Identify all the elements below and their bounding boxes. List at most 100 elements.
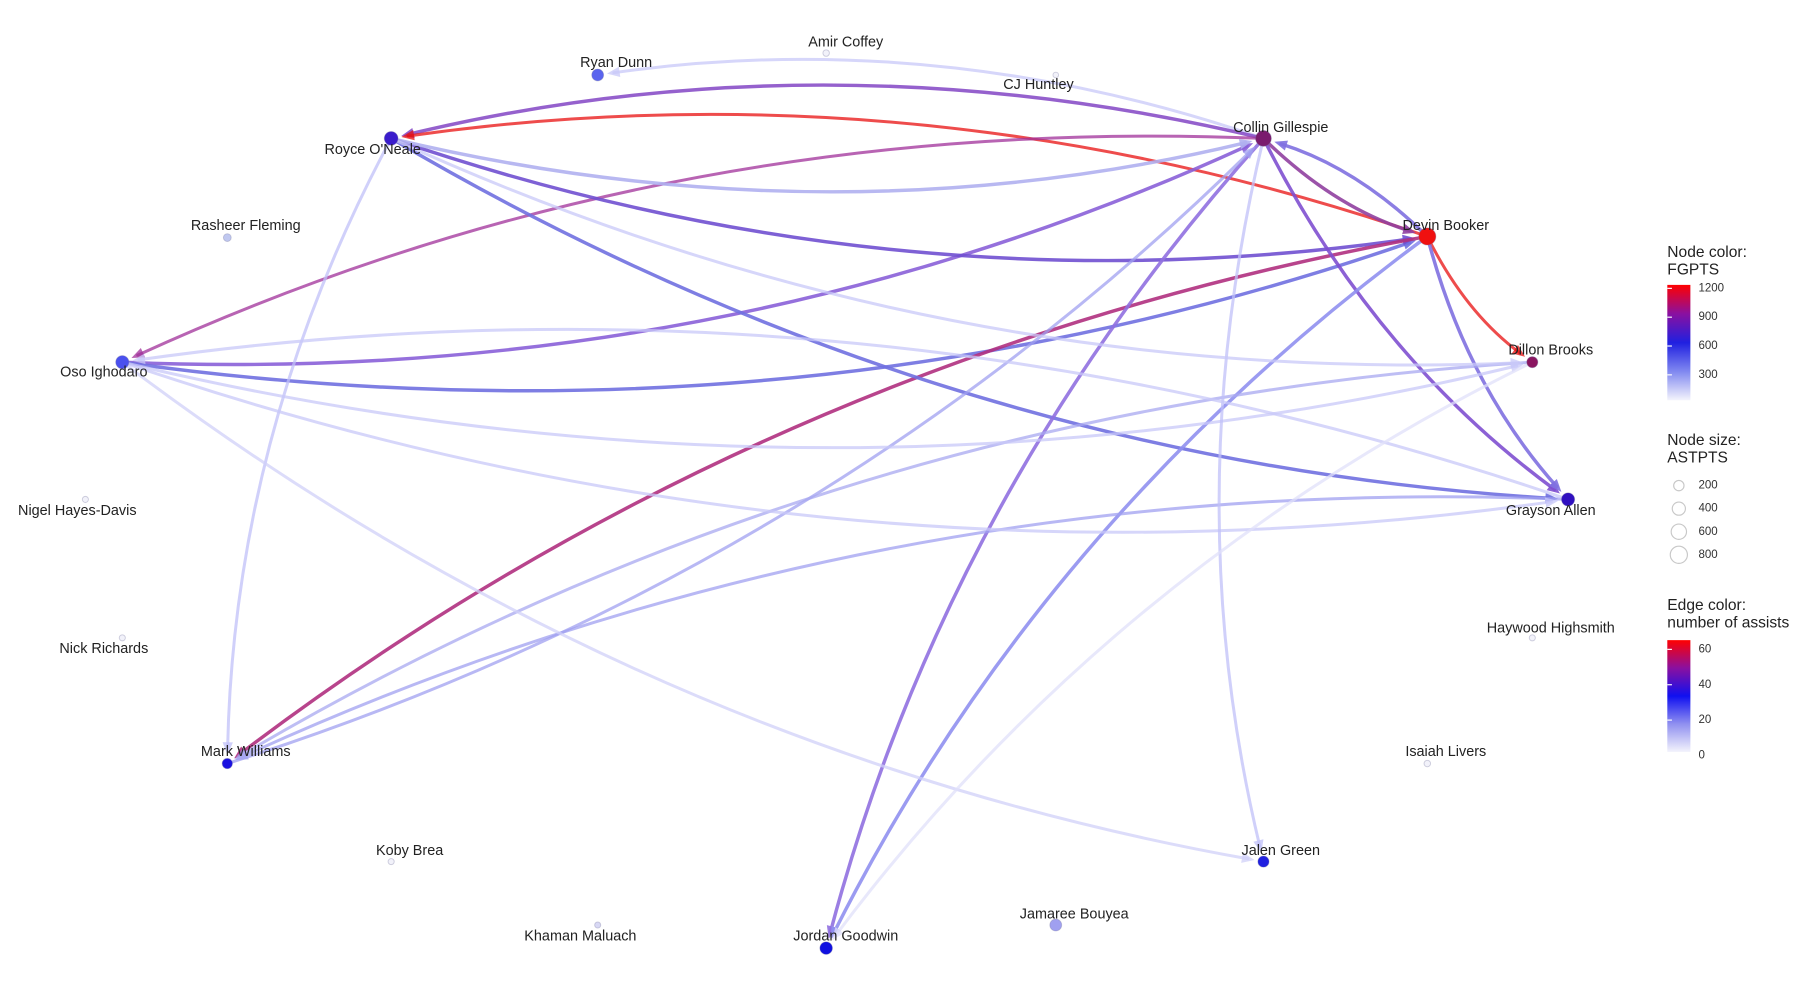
edge [120,144,1249,367]
legend-tick-label: 40 [1698,679,1711,691]
edge [137,327,1570,501]
legend-tick-label: 1200 [1698,282,1724,294]
edge-arrow [1274,140,1288,151]
node-label: Rasheer Fleming [191,218,301,234]
edge [1425,234,1522,355]
legend-tick-label: 600 [1698,340,1717,352]
node-label: Oso Ighodaro [60,364,147,380]
edge [136,134,1265,357]
node [383,131,399,146]
node-label: Nigel Hayes-Davis [18,503,137,519]
node [1526,356,1539,369]
edge-arrow [831,927,844,941]
legend-size-circle [1670,523,1688,540]
node [1423,759,1432,768]
legend-title: Node size: [1667,432,1741,449]
edge-arrow [1241,852,1255,863]
legend-tick-label: 0 [1698,750,1704,762]
edge [389,136,1248,194]
node [1418,227,1437,246]
nodes: Amir Coffey CJ Huntley Ryan Dunn Collin Gil… [18,34,1615,955]
node [1561,492,1576,507]
node-label: Grayson Allen [1506,503,1596,519]
edge-arrow [234,748,249,760]
node-label: Haywood Highsmith [1487,620,1615,636]
legend-size-circle [1669,545,1689,564]
node-label: Dillon Brooks [1508,342,1593,358]
edge [226,136,393,750]
legend-tick-label: 600 [1698,526,1717,538]
legend-title: Node color: [1667,244,1747,261]
node [594,921,602,929]
edge [834,360,1534,937]
node-label: Devin Booker [1403,218,1490,234]
edge [1261,136,1411,233]
edge-arrow [1253,839,1264,853]
node-label: CJ Huntley [1003,77,1074,93]
edge [406,112,1429,238]
node-label: Nick Richards [59,641,148,657]
edge [1261,136,1557,492]
node [222,233,232,242]
legend-tick-label: 200 [1698,480,1717,492]
edge [225,149,1252,766]
node-label: Khaman Maluach [524,928,636,944]
edge [237,234,1430,756]
legend-title: FGPTS [1667,262,1719,279]
legend-tick-label: 20 [1698,714,1711,726]
node [118,634,126,642]
edge-arrow [1549,478,1562,492]
edge-arrow [1242,146,1256,159]
edge-arrow [401,130,415,141]
edge-arrow [1544,497,1559,508]
node [1052,71,1060,79]
edge [1279,142,1430,239]
edge [120,240,1412,393]
edge [1217,136,1265,848]
color-bar [1667,284,1691,401]
node [115,355,130,370]
node-label: Collin Gillespie [1233,120,1328,136]
edge [389,136,1411,263]
edge-arrow [132,353,146,365]
edge [828,136,1266,934]
node [1255,130,1272,147]
node-label: Koby Brea [376,843,444,859]
legend-title: ASTPTS [1667,450,1728,467]
node [81,495,89,503]
node [387,858,395,866]
node-label: Amir Coffey [808,34,884,50]
node [1257,855,1270,868]
edge-arrow [1510,357,1524,369]
node-label: Ryan Dunn [580,55,652,71]
edge-arrow [1238,138,1253,150]
edge [120,360,1519,450]
node-label: Jalen Green [1242,843,1320,859]
edge [406,83,1266,141]
node [822,49,830,57]
edge-arrow [1402,224,1416,235]
node-label: Mark Williams [201,744,291,760]
edge [120,360,1553,534]
edge-arrow [1511,345,1526,357]
edge [120,360,1250,861]
legend-title: Edge color: [1667,597,1746,614]
edge-arrow [222,742,233,755]
node [591,68,605,82]
node-label: Jordan Goodwin [793,928,898,944]
edge [612,57,1265,140]
legend-size-circle [1673,479,1685,492]
node-label: Jamaree Bouyea [1020,906,1130,922]
legend-title: number of assists [1667,614,1789,631]
legend-size-circle [1671,501,1687,516]
legend-tick-label: 400 [1698,503,1717,515]
edge-arrow [606,66,621,78]
edge [239,360,1534,758]
node [1528,634,1536,642]
color-bar [1667,640,1691,753]
node [819,941,833,955]
node [1049,918,1063,932]
